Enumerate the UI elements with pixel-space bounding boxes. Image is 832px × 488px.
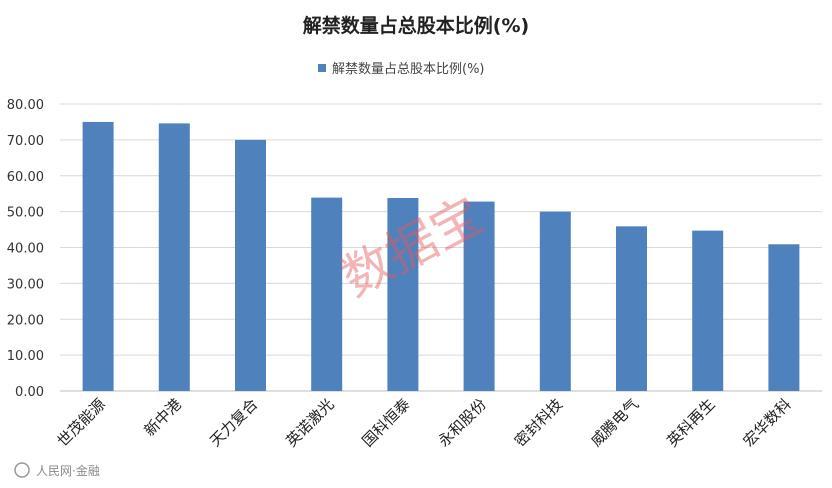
legend-swatch <box>318 64 326 72</box>
y-tick-label: 20.00 <box>7 313 44 328</box>
bar <box>311 197 343 391</box>
bar <box>82 121 114 391</box>
y-tick-label: 50.00 <box>7 206 44 221</box>
bar <box>235 139 266 391</box>
y-tick-label: 10.00 <box>7 349 44 364</box>
x-category-label: 永和股份 <box>435 395 490 450</box>
logo-label: 人民网·金融 <box>36 463 100 478</box>
x-category-label: 天力复合 <box>206 395 261 450</box>
y-tick-label: 40.00 <box>7 242 44 257</box>
bar <box>692 230 724 391</box>
logo-icon <box>14 462 30 478</box>
chart-title: 解禁数量占总股本比例(%) <box>303 14 529 37</box>
legend-label: 解禁数量占总股本比例(%) <box>332 62 485 77</box>
bars <box>82 121 800 391</box>
y-tick-label: 80.00 <box>7 98 44 113</box>
y-tick-label: 70.00 <box>7 134 44 149</box>
legend: 解禁数量占总股本比例(%) <box>318 62 485 77</box>
x-category-label: 英科再生 <box>663 395 718 450</box>
x-category-label: 密封科技 <box>511 395 566 450</box>
source-logo: 人民网·金融 <box>14 462 100 478</box>
x-category-label: 国科恒泰 <box>359 395 414 450</box>
bar <box>616 226 647 391</box>
x-category-label: 新中港 <box>141 395 186 440</box>
x-category-label: 世茂能源 <box>54 395 109 450</box>
x-axis-labels: 世茂能源 新中港 天力复合 英诺激光 国科恒泰 永和股份 密封科技 威腾电气 英科再生 宏华数科 <box>54 395 795 450</box>
x-category-label: 威腾电气 <box>587 395 642 450</box>
bar <box>158 123 190 391</box>
bar <box>387 197 419 391</box>
bar <box>768 244 800 391</box>
x-category-label: 英诺激光 <box>282 395 337 450</box>
bar <box>539 211 571 391</box>
y-axis-ticks: 0.00 10.00 20.00 30.00 40.00 50.00 60.00 70.00 8… <box>7 98 44 400</box>
bar <box>463 201 495 391</box>
x-category-label: 宏华数科 <box>740 395 795 450</box>
y-tick-label: 60.00 <box>7 170 44 185</box>
y-tick-label: 0.00 <box>15 385 44 400</box>
y-tick-label: 30.00 <box>7 277 44 292</box>
